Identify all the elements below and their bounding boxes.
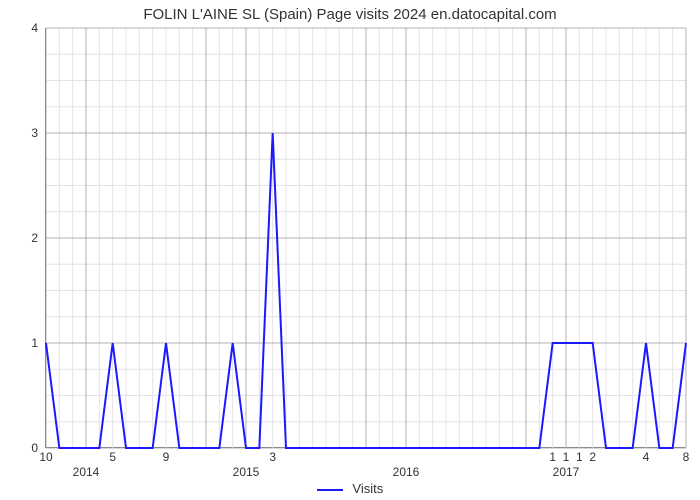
svg-text:0: 0 <box>31 441 38 455</box>
grid-major <box>46 28 686 448</box>
svg-text:2017: 2017 <box>553 465 580 479</box>
legend: Visits <box>0 481 700 496</box>
svg-text:4: 4 <box>31 21 38 35</box>
svg-text:1: 1 <box>549 450 556 464</box>
svg-text:2015: 2015 <box>233 465 260 479</box>
svg-text:2016: 2016 <box>393 465 420 479</box>
chart-svg: 01234 2014201520162017 10593111248 <box>46 28 686 448</box>
legend-swatch <box>317 489 343 491</box>
svg-text:4: 4 <box>643 450 650 464</box>
chart-title: FOLIN L'AINE SL (Spain) Page visits 2024… <box>0 6 700 23</box>
xtick-labels: 2014 2015 2016 2017 <box>73 465 580 479</box>
svg-text:10: 10 <box>39 450 53 464</box>
point-labels: 10593111248 <box>39 450 689 464</box>
svg-text:1: 1 <box>576 450 583 464</box>
svg-text:1: 1 <box>31 336 38 350</box>
svg-text:3: 3 <box>31 126 38 140</box>
svg-text:5: 5 <box>109 450 116 464</box>
plot-area: 01234 2014201520162017 10593111248 <box>45 28 685 448</box>
svg-text:8: 8 <box>683 450 690 464</box>
svg-text:3: 3 <box>269 450 276 464</box>
svg-text:1: 1 <box>563 450 570 464</box>
legend-label: Visits <box>352 481 383 496</box>
svg-text:2: 2 <box>589 450 596 464</box>
ytick-labels: 0 1 2 3 4 <box>31 21 38 455</box>
svg-text:2: 2 <box>31 231 38 245</box>
chart-container: FOLIN L'AINE SL (Spain) Page visits 2024… <box>0 0 700 500</box>
svg-text:9: 9 <box>163 450 170 464</box>
svg-text:2014: 2014 <box>73 465 100 479</box>
